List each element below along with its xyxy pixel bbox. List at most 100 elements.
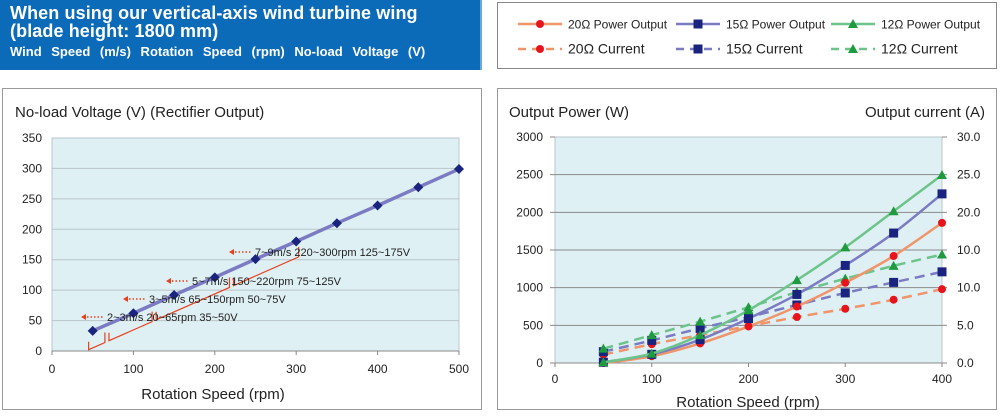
data-point [743,305,754,315]
data-point [889,228,899,238]
current-axis-title: Output current (A) [865,104,985,121]
series-ohm12-power [598,170,947,367]
header-banner: When using our vertical-axis wind turbin… [0,0,482,70]
banner-subtitle: Wind Speed (m/s) Rotation Speed (rpm) No… [10,44,426,59]
voltage-point [372,200,383,211]
x-tick-label: 300 [835,372,855,386]
voltage-point [331,218,342,229]
x-tick-label: 400 [368,362,388,376]
x-tick-label: 0 [49,362,56,376]
data-point [598,343,609,353]
voltage-chart-panel: No-load Voltage (V) (Rectifier Output) R… [2,88,482,410]
voltage-chart-xlabel: Rotation Speed (rpm) [141,386,284,403]
y-tick-label-right: 20.0 [957,205,981,219]
data-point [791,275,802,285]
y-tick-label-right: 5.0 [957,318,974,332]
annotation-bracket [88,332,106,351]
y-tick-label: 200 [22,222,42,236]
y-tick-label: 300 [22,161,42,175]
x-tick-label: 100 [642,372,662,386]
bracket-line [155,277,231,321]
data-point [937,189,947,199]
data-point [744,314,753,324]
legend-item: 12Ω Power Output [831,18,981,32]
arrow-head [166,278,171,284]
data-point [938,285,946,294]
annotation-bracket [155,277,231,321]
legend-item: 15Ω Current [676,41,803,57]
legend-swatch-marker [536,45,544,53]
bracket-line [108,311,153,342]
legend-swatch-marker [693,44,703,54]
data-point [888,206,899,216]
data-point [841,278,850,287]
data-point [695,330,706,340]
bracket-line [88,332,106,351]
legend-label: 20Ω Current [568,41,645,57]
legend-label: 20Ω Power Output [568,18,668,32]
power-axis-title: Output Power (W) [509,104,629,121]
y-tick-label-right: 25.0 [957,168,981,182]
y-tick-label: 100 [22,283,42,297]
data-point [792,302,801,311]
voltage-point [169,290,180,301]
voltage-point [87,325,98,336]
y-tick-label-left: 3000 [516,130,543,144]
data-point [938,218,946,227]
annotation-label: 7~9m/s 220~300rpm 125~175V [255,247,411,259]
data-point [695,323,705,333]
legend-swatch-marker [848,44,858,53]
data-point [889,252,898,261]
legend-svg: 20Ω Power Output 15Ω Power Output 12Ω Powe… [518,18,981,57]
data-point [792,289,802,299]
data-point [937,267,947,277]
y-tick-label-left: 2000 [516,205,543,219]
voltage-chart-title: No-load Voltage (V) (Rectifier Output) [15,104,264,121]
annotation-label: 2~3m/s 20~65rpm 35~50V [107,312,238,324]
data-point [937,249,947,259]
data-point [889,295,898,304]
data-point [598,357,609,367]
legend-label: 15Ω Current [726,41,803,57]
data-point [841,304,850,313]
bracket-line [232,246,300,287]
x-tick-label: 0 [552,372,559,386]
annotation-label: 3~5m/s 65~150rpm 50~75V [149,294,286,306]
annotation-label: 5~7m/s 150~220rpm 75~125V [192,276,342,288]
voltage-point [128,308,139,319]
legend-label: 12Ω Power Output [881,18,981,32]
data-point [792,313,801,322]
power-chart-panel: Output Power (W) Output current (A) Rota… [497,88,997,411]
data-point [744,322,753,331]
voltage-point [291,236,302,247]
y-tick-label: 0 [35,344,42,358]
y-tick-label: 150 [22,253,42,267]
power-current-chart: Output Power (W) Output current (A) Rota… [509,104,985,411]
x-tick-label: 500 [449,362,469,376]
banner-title-line2: (blade height: 1800 mm) [10,21,219,41]
y-tick-label: 250 [22,192,42,206]
annotation-bracket [108,311,153,342]
y-tick-label: 50 [29,314,43,328]
data-point [840,288,850,298]
x-tick-label: 200 [205,362,225,376]
y-tick-label-right: 30.0 [957,130,981,144]
y-tick-label-left: 1000 [516,281,543,295]
data-point [695,316,706,326]
voltage-point [250,254,261,265]
y-tick-label-left: 1500 [516,243,543,257]
y-tick-label-right: 10.0 [957,281,981,295]
data-point [888,260,899,270]
voltage-point [413,182,424,193]
legend-label: 15Ω Power Output [726,18,826,32]
legend-swatch-marker [693,19,703,29]
data-point [889,277,899,287]
data-point [695,335,705,345]
arrow-head [123,296,128,302]
data-point [840,260,850,270]
chart-legend: 20Ω Power Output 15Ω Power Output 12Ω Powe… [497,2,997,69]
y-tick-label-left: 500 [523,318,543,332]
annotation-bracket [232,246,300,287]
legend-item: 20Ω Current [518,41,645,57]
y-tick-label-left: 2500 [516,168,543,182]
